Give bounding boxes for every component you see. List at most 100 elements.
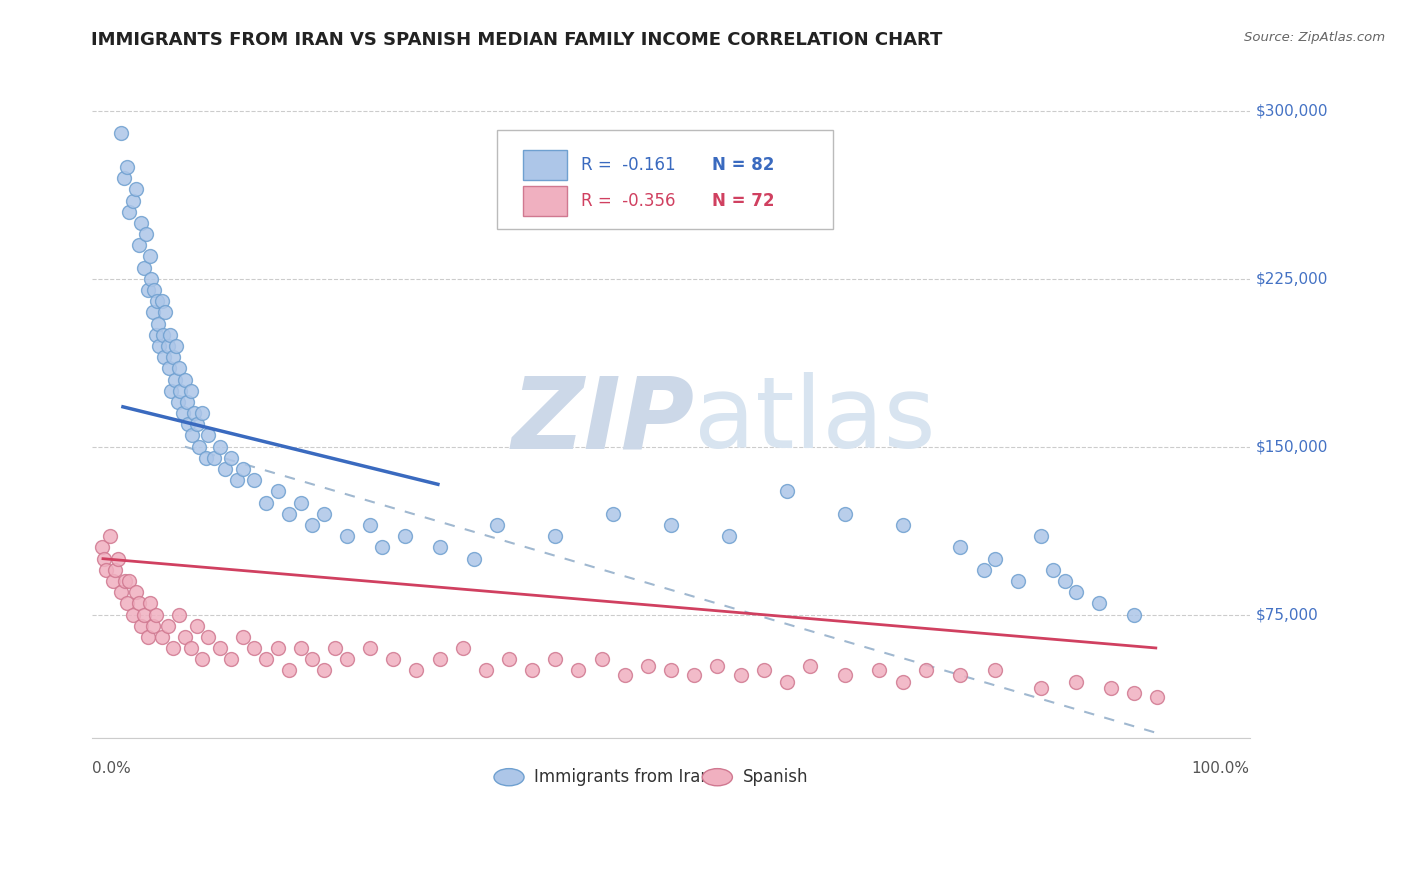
Point — [232, 462, 254, 476]
Point — [118, 204, 141, 219]
Point — [180, 384, 202, 398]
Text: $75,000: $75,000 — [1256, 607, 1319, 622]
Point — [214, 462, 236, 476]
Point — [1146, 690, 1168, 705]
Point — [148, 339, 170, 353]
Text: atlas: atlas — [695, 372, 936, 469]
Point — [1088, 596, 1111, 610]
Point — [208, 641, 231, 656]
Point — [278, 664, 301, 678]
Point — [176, 395, 198, 409]
Point — [128, 238, 150, 252]
Point — [776, 484, 799, 499]
Point — [498, 652, 520, 666]
Point — [567, 664, 589, 678]
Point — [1053, 574, 1076, 588]
Point — [156, 618, 179, 632]
Point — [197, 630, 219, 644]
Point — [382, 652, 405, 666]
Point — [232, 630, 254, 644]
Point — [336, 529, 359, 543]
Point — [429, 541, 451, 555]
Point — [613, 668, 636, 682]
Point — [683, 668, 706, 682]
Point — [868, 664, 890, 678]
Text: $150,000: $150,000 — [1256, 439, 1327, 454]
Text: R =  -0.356: R = -0.356 — [581, 192, 675, 210]
Point — [134, 607, 156, 622]
Point — [98, 529, 121, 543]
Point — [121, 194, 143, 208]
Point — [180, 428, 202, 442]
Point — [141, 618, 163, 632]
Point — [174, 372, 197, 386]
Point — [752, 664, 775, 678]
Point — [172, 406, 194, 420]
Point — [312, 507, 335, 521]
Point — [191, 406, 214, 420]
Point — [1031, 529, 1053, 543]
Point — [266, 484, 288, 499]
Point — [1031, 681, 1053, 696]
Point — [197, 428, 219, 442]
Point — [799, 659, 821, 673]
Point — [429, 652, 451, 666]
Point — [162, 350, 184, 364]
Point — [129, 618, 152, 632]
Point — [148, 317, 170, 331]
FancyBboxPatch shape — [523, 186, 567, 216]
Point — [167, 607, 190, 622]
Text: R =  -0.161: R = -0.161 — [581, 156, 675, 174]
Point — [153, 350, 176, 364]
Point — [290, 495, 312, 509]
Point — [93, 551, 115, 566]
Point — [145, 327, 167, 342]
Circle shape — [703, 769, 733, 786]
Point — [191, 652, 214, 666]
Point — [110, 585, 132, 599]
Point — [202, 450, 225, 465]
Point — [107, 551, 129, 566]
Point — [129, 216, 152, 230]
Point — [90, 541, 112, 555]
Point — [125, 585, 148, 599]
Point — [135, 227, 157, 241]
Point — [243, 473, 266, 487]
Point — [125, 182, 148, 196]
Point — [183, 406, 205, 420]
Point — [1007, 574, 1029, 588]
Text: IMMIGRANTS FROM IRAN VS SPANISH MEDIAN FAMILY INCOME CORRELATION CHART: IMMIGRANTS FROM IRAN VS SPANISH MEDIAN F… — [91, 31, 943, 49]
Point — [219, 652, 242, 666]
Point — [475, 664, 498, 678]
Text: ZIP: ZIP — [512, 372, 695, 469]
Point — [169, 384, 191, 398]
Point — [659, 518, 682, 533]
Point — [139, 250, 162, 264]
Point — [104, 563, 127, 577]
Point — [128, 596, 150, 610]
Point — [115, 596, 138, 610]
Point — [243, 641, 266, 656]
Point — [325, 641, 347, 656]
Point — [984, 551, 1007, 566]
Point — [834, 668, 856, 682]
Point — [156, 339, 179, 353]
Point — [591, 652, 613, 666]
Text: N = 82: N = 82 — [711, 156, 773, 174]
Point — [186, 417, 208, 432]
Point — [110, 127, 132, 141]
Point — [254, 495, 277, 509]
Point — [394, 529, 416, 543]
Point — [112, 171, 135, 186]
Point — [370, 541, 392, 555]
Point — [730, 668, 752, 682]
Point — [174, 630, 197, 644]
Point — [1064, 585, 1087, 599]
Point — [254, 652, 277, 666]
Point — [359, 641, 381, 656]
Point — [706, 659, 728, 673]
Point — [152, 327, 174, 342]
Point — [301, 518, 323, 533]
Point — [1064, 674, 1087, 689]
Point — [160, 384, 183, 398]
